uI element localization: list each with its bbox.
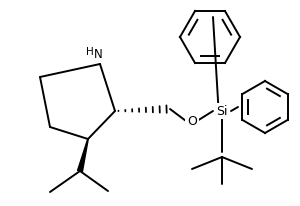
Text: H: H [86,47,94,57]
Text: O: O [187,115,197,128]
Text: Si: Si [216,105,228,118]
Text: N: N [94,48,102,61]
Polygon shape [78,139,88,172]
